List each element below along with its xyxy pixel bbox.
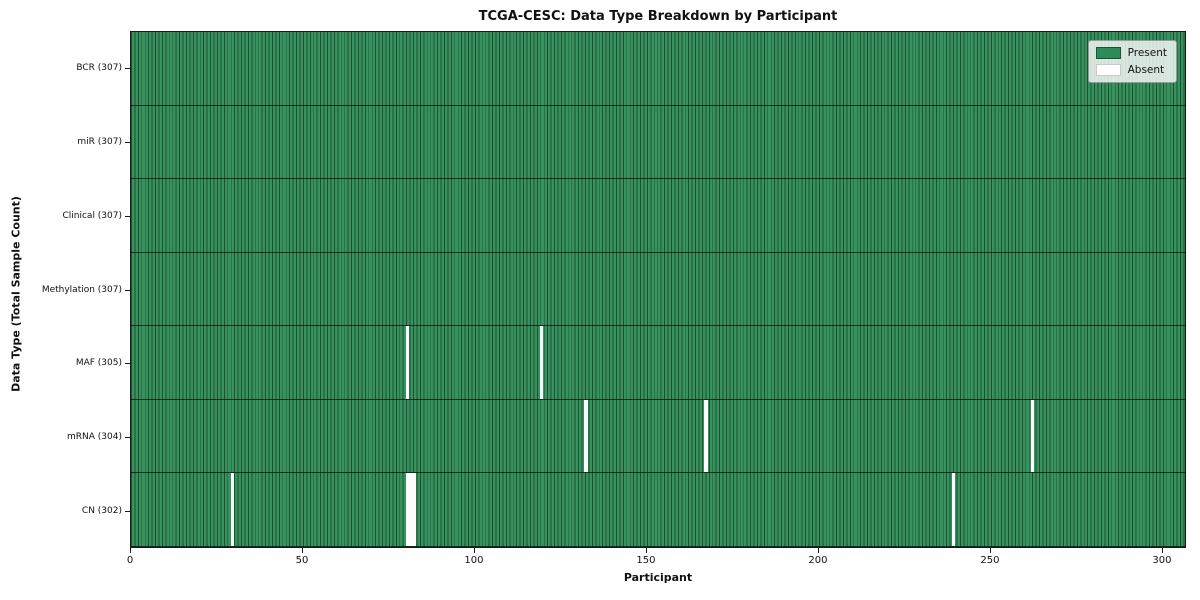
y-tick-mark: [125, 141, 130, 143]
y-tick-mark: [125, 511, 130, 513]
x-tick-label-300: 300: [1152, 555, 1172, 566]
x-axis-title: Participant: [623, 571, 693, 584]
y-tick-label-mir: miR (307): [77, 136, 122, 147]
y-tick-mark: [125, 437, 130, 439]
y-axis-title-text: Data Type (Total Sample Count): [9, 196, 23, 392]
legend-swatch-present: [1095, 47, 1121, 59]
plot-area: Present Absent: [130, 31, 1186, 548]
heatmap-row-clinical: [131, 179, 1185, 253]
y-tick-mark: [125, 67, 130, 69]
y-tick-mark: [125, 363, 130, 365]
x-tick-label-250: 250: [980, 555, 1000, 566]
legend-swatch-absent: [1095, 64, 1121, 76]
legend-item-present: Present: [1095, 47, 1167, 59]
legend: Present Absent: [1087, 40, 1177, 83]
absent-cell: [412, 473, 416, 546]
absent-cell: [539, 326, 543, 399]
x-tick-mark: [301, 548, 303, 553]
x-tick-mark: [1161, 548, 1163, 553]
heatmap-row-mrna: [131, 399, 1185, 474]
x-tick-label-200: 200: [808, 555, 828, 566]
absent-cell: [405, 326, 410, 399]
x-tick-mark: [473, 548, 475, 553]
x-tick-mark: [817, 548, 819, 553]
legend-label: Absent: [1127, 64, 1165, 76]
legend-item-absent: Absent: [1095, 64, 1167, 76]
x-tick-mark: [130, 548, 131, 553]
heatmap-row-maf: [131, 326, 1185, 400]
y-tick-mark: [125, 215, 130, 217]
y-tick-label-mrna: mRNA (304): [67, 432, 122, 443]
heatmap-row-methylation: [131, 253, 1185, 327]
chart-title: TCGA-CESC: Data Type Breakdown by Partic…: [478, 9, 838, 24]
y-tick-label-cn: CN (302): [81, 506, 122, 517]
absent-cell: [409, 473, 413, 546]
heatmap-row-mir: [131, 106, 1185, 180]
legend-label: Present: [1127, 47, 1167, 59]
absent-cell: [230, 473, 234, 546]
absent-cell: [704, 399, 708, 473]
x-tick-label-50: 50: [295, 555, 309, 566]
absent-cell: [405, 473, 410, 546]
x-tick-mark: [989, 548, 991, 553]
x-tick-label-150: 150: [636, 555, 656, 566]
x-tick-label-100: 100: [464, 555, 484, 566]
x-tick-mark: [645, 548, 647, 553]
y-tick-mark: [125, 289, 130, 291]
heatmap-row-bcr: [131, 32, 1185, 106]
absent-cell: [951, 473, 955, 546]
y-tick-label-clinical: Clinical (307): [62, 210, 122, 221]
absent-cell: [584, 399, 588, 473]
y-tick-label-bcr: BCR (307): [76, 62, 122, 73]
y-tick-label-maf: MAF (305): [75, 358, 122, 369]
heatmap-row-cn: [131, 473, 1185, 547]
y-tick-label-methylation: Methylation (307): [41, 284, 122, 295]
absent-cell: [1030, 399, 1034, 473]
x-tick-label-0: 0: [126, 555, 134, 566]
